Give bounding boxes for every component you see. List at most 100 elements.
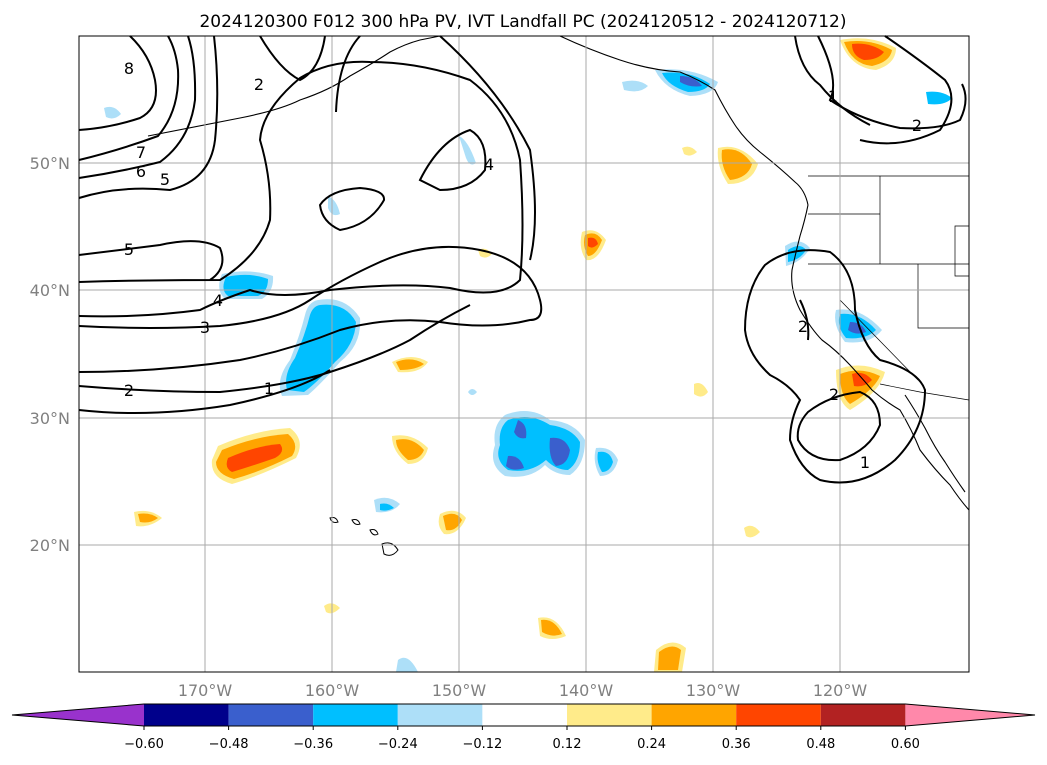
- alaska-peninsula-coast: [147, 35, 441, 137]
- pv-contour-2-top: [259, 35, 326, 82]
- positive-anomaly-core: [396, 439, 424, 460]
- colorbar-tick-label: 0.36: [722, 737, 751, 752]
- map-background: [79, 36, 969, 672]
- positive-anomaly-core: [443, 513, 462, 531]
- lat-label-50n: 50°N: [30, 154, 70, 173]
- longitude-labels: 170°W 160°W 150°W 140°W 130°W 120°W: [178, 681, 868, 700]
- contour-labels: 8 2 7 6 5 4 5 4 3 2 1 2 2 1 1 2: [124, 59, 922, 472]
- contour-label: 2: [254, 75, 264, 94]
- colorbar-segment: [397, 704, 483, 726]
- contour-label: 4: [213, 291, 223, 310]
- colorbar-segment: [820, 704, 906, 726]
- positive-anomaly-region: [682, 146, 697, 156]
- negative-anomaly-region: [468, 389, 477, 395]
- lon-label-170w: 170°W: [178, 681, 233, 700]
- contour-label: 8: [124, 59, 134, 78]
- colorbar-segment: [651, 704, 737, 726]
- pv-contour-1: [78, 369, 331, 415]
- us-mexico-border: [879, 383, 970, 401]
- colorbar-tick-label: −0.12: [462, 737, 502, 752]
- positive-anomaly-core: [721, 149, 752, 180]
- positive-anomaly-core: [658, 646, 681, 670]
- positive-anomaly-core: [138, 513, 158, 523]
- negative-anomaly-core: [380, 503, 394, 511]
- negative-anomaly-region: [622, 80, 648, 92]
- negative-anomaly-region: [926, 91, 952, 105]
- pv-contours: [78, 35, 967, 484]
- colorbar-extend-high: [905, 704, 1035, 726]
- contour-label: 1: [860, 453, 870, 472]
- colorbar-tick-label: 0.24: [637, 737, 666, 752]
- contour-label: 1: [264, 379, 274, 398]
- political-borders: [808, 175, 970, 401]
- positive-anomaly-region: [694, 383, 708, 397]
- lon-label-120w: 120°W: [813, 681, 868, 700]
- map-frame: [78, 35, 970, 673]
- pv-contour-6: [78, 35, 197, 179]
- colorbar-extend-low: [12, 704, 144, 726]
- contour-label: 5: [160, 170, 170, 189]
- colorbar-segments: [11, 703, 1036, 727]
- contour-label: 2: [829, 385, 839, 404]
- lon-label-130w: 130°W: [686, 681, 741, 700]
- us-state-borders: [808, 176, 970, 381]
- colorbar-tick-label: 0.48: [806, 737, 835, 752]
- colorbar-segment: [567, 704, 652, 726]
- pv-contour-2-coastal: [799, 299, 810, 341]
- strong-negative-anomaly: [680, 76, 702, 87]
- maui: [369, 529, 379, 536]
- colorbar-segment: [736, 704, 821, 726]
- negative-anomaly-core: [223, 274, 268, 296]
- colorbar-tick-label: 0.12: [553, 737, 582, 752]
- pv-contour-1-gulf: [794, 35, 871, 126]
- map-title: 2024120300 F012 300 hPa PV, IVT Landfall…: [199, 12, 846, 32]
- lon-label-160w: 160°W: [305, 681, 360, 700]
- pv-contour-4-small: [318, 186, 385, 232]
- strong-positive-anomaly: [226, 444, 283, 472]
- negative-anomaly-core: [597, 451, 613, 472]
- negative-anomaly-region: [396, 657, 418, 672]
- latitude-labels: 50°N 40°N 30°N 20°N: [30, 154, 70, 555]
- contour-label: 2: [124, 381, 134, 400]
- pacific-northwest-coast: [791, 204, 970, 511]
- contour-label: 2: [912, 116, 922, 135]
- gridlines: [79, 36, 969, 672]
- pv-contour-5-north: [78, 35, 219, 199]
- pv-contour-2-california: [796, 390, 882, 462]
- lat-label-20n: 20°N: [30, 536, 70, 555]
- pv-contour-3: [78, 245, 543, 373]
- contour-label: 3: [200, 318, 210, 337]
- contour-label: 2: [798, 317, 808, 336]
- hawaii-big-island: [381, 542, 399, 556]
- colorbar-tick-label: 0.60: [891, 737, 920, 752]
- pv-contour-4-inner: [418, 128, 487, 192]
- colorbar: −0.60 −0.48 −0.36 −0.24 −0.12 0.12 0.24 0.36 0.4…: [11, 703, 1036, 752]
- positive-anomaly-core: [541, 619, 562, 636]
- pv-contour-1-alaska: [817, 35, 967, 130]
- lon-label-150w: 150°W: [432, 681, 487, 700]
- contour-label: 1: [828, 87, 838, 106]
- colorbar-tick-label: −0.60: [124, 737, 164, 752]
- map-area: 8 2 7 6 5 4 5 4 3 2 1 2 2 1 1 2: [78, 35, 970, 673]
- colorbar-labels: −0.60 −0.48 −0.36 −0.24 −0.12 0.12 0.24 0.36 0.4…: [124, 726, 920, 752]
- strong-positive-anomaly: [852, 372, 872, 387]
- pv-contour-1-california: [743, 249, 927, 484]
- contour-label: 6: [136, 162, 146, 181]
- negative-anomaly-core: [286, 304, 356, 392]
- pv-contour-2-alaska: [859, 35, 953, 145]
- colorbar-segment: [482, 704, 567, 726]
- pv-contour-7: [78, 35, 180, 161]
- anomaly-shading: [104, 38, 952, 672]
- strong-negative-anomaly: [549, 437, 570, 466]
- strong-negative-anomaly: [514, 420, 527, 439]
- negative-anomaly-region: [459, 136, 476, 165]
- contour-label: 4: [484, 155, 494, 174]
- colorbar-segment: [313, 704, 398, 726]
- negative-anomaly-region: [328, 196, 340, 216]
- pv-contour-5-south: [78, 240, 224, 281]
- pv-contour-4: [78, 60, 524, 318]
- lat-label-40n: 40°N: [30, 281, 70, 300]
- alaska-south-coast: [559, 35, 809, 206]
- strong-positive-anomaly: [588, 237, 598, 248]
